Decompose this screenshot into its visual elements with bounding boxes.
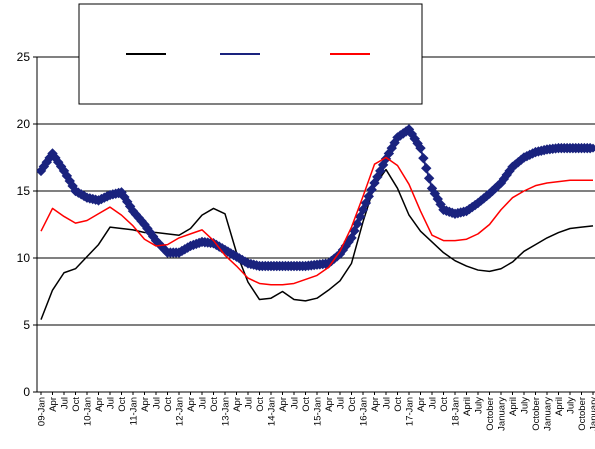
series-2-marker — [419, 154, 428, 163]
legend — [79, 4, 422, 104]
x-tick-label: Apr — [416, 397, 427, 412]
x-tick-label: Jul — [198, 397, 209, 409]
x-tick-label: 09-Jan — [37, 397, 48, 426]
x-tick-label: Jul — [290, 397, 301, 409]
y-tick-label: 10 — [17, 251, 31, 265]
x-tick-label: Oct — [117, 397, 128, 412]
x-tick-label: 11-Jan — [129, 397, 140, 425]
x-tick-label: Oct — [347, 397, 358, 412]
x-tick-label: January — [543, 397, 554, 431]
x-tick-label: Oct — [209, 397, 220, 412]
x-tick-label: July — [566, 397, 577, 414]
x-tick-label: Oct — [163, 397, 174, 412]
x-tick-label: January — [497, 397, 508, 431]
x-tick-label: Apr — [94, 397, 105, 412]
x-tick-label: 14-Jan — [267, 397, 278, 426]
x-tick-label: Apr — [48, 397, 59, 412]
x-tick-label: 12-Jan — [175, 397, 186, 426]
x-tick-label: Jul — [244, 397, 255, 409]
x-tick-label: April — [554, 397, 565, 416]
x-tick-label: July — [520, 397, 531, 414]
series-2-marker — [425, 174, 434, 183]
series-group — [37, 125, 595, 320]
series-2-marker — [422, 164, 431, 173]
axes — [33, 57, 595, 395]
y-tick-label: 5 — [23, 318, 30, 332]
x-tick-label: 13-Jan — [221, 397, 232, 426]
x-tick-label: Jul — [152, 397, 163, 409]
x-tick-label: July — [474, 397, 485, 414]
x-tick-label: Jul — [428, 397, 439, 409]
x-tick-label: Apr — [278, 397, 289, 412]
x-tick-label: Oct — [71, 397, 82, 412]
x-tick-label: 17-Jan — [405, 397, 416, 426]
y-tick-label: 25 — [17, 50, 31, 64]
y-tick-label: 20 — [17, 117, 31, 131]
x-tick-label: Oct — [439, 397, 450, 412]
x-tick-label: October — [531, 397, 542, 431]
x-tick-label: April — [462, 397, 473, 416]
x-tick-label: 16-Jan — [359, 397, 370, 426]
x-tick-label: Apr — [370, 397, 381, 412]
x-tick-label: Jul — [336, 397, 347, 409]
x-tick-label: Apr — [140, 397, 151, 412]
x-tick-label: 15-Jan — [313, 397, 324, 426]
x-tick-label: Apr — [232, 397, 243, 412]
y-tick-label: 0 — [23, 385, 30, 399]
x-tick-label: Apr — [324, 397, 335, 412]
x-tick-label: Oct — [393, 397, 404, 412]
x-tick-label: 10-Jan — [83, 397, 94, 426]
x-tick-label: Oct — [255, 397, 266, 412]
x-tick-label: October — [485, 397, 496, 431]
y-tick-label: 15 — [17, 184, 31, 198]
x-tick-label: October — [577, 397, 588, 431]
x-tick-label: April — [508, 397, 519, 416]
x-tick-label: Oct — [301, 397, 312, 412]
x-tick-label: Jul — [106, 397, 117, 409]
x-tick-label: Apr — [186, 397, 197, 412]
x-tick-label: January — [589, 397, 595, 431]
x-tick-label: Jul — [382, 397, 393, 409]
y-tick-labels: 0 5 10 15 20 25 — [17, 50, 31, 399]
x-tick-label: 18-Jan — [451, 397, 462, 426]
x-tick-label: Jul — [60, 397, 71, 409]
